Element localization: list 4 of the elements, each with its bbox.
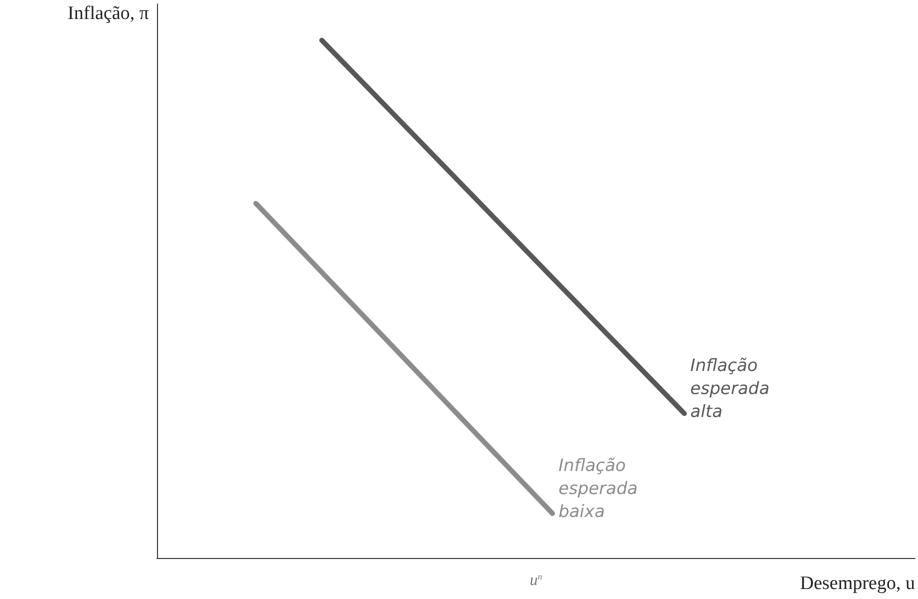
x-axis-title: Desemprego, u (800, 573, 916, 594)
y-axis-title: Inflação, π (68, 3, 150, 24)
series-label: Inflação esperada baixa (558, 456, 644, 522)
series-label: Inflação esperada alta (690, 356, 775, 422)
